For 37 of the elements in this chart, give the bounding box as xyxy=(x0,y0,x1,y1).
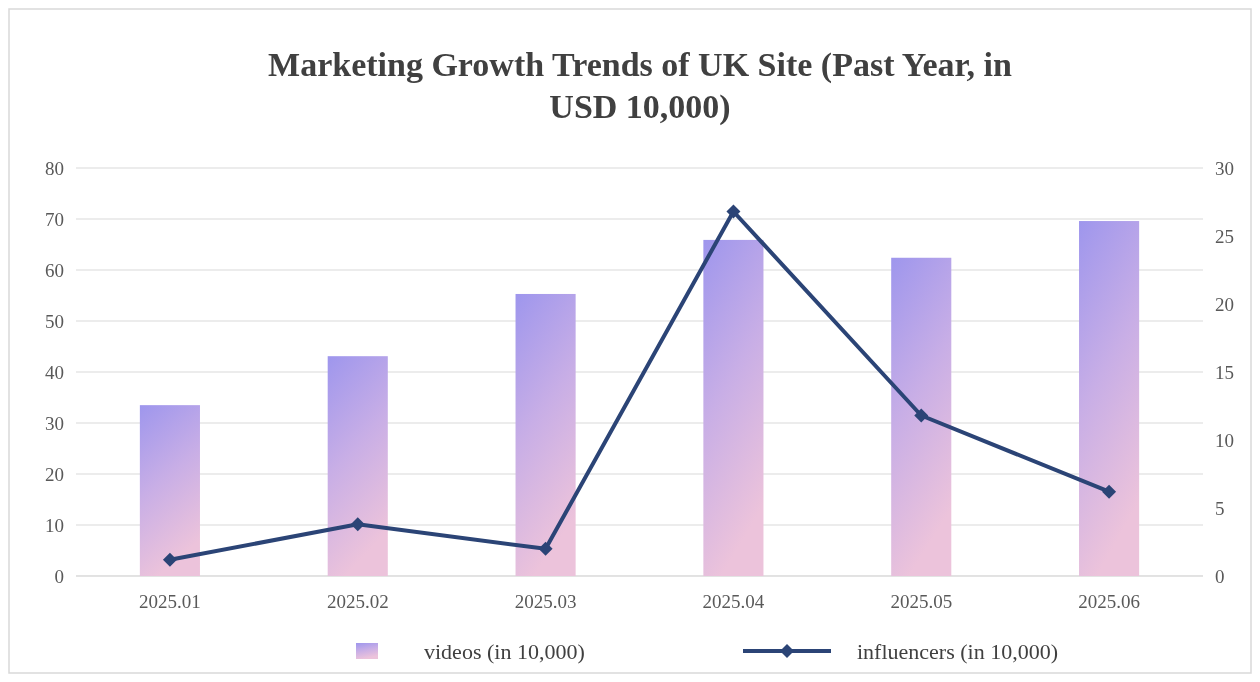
legend-label: influencers (in 10,000) xyxy=(857,638,1058,664)
y-tick-label: 70 xyxy=(45,208,64,230)
legend-label: videos (in 10,000) xyxy=(424,638,585,664)
point xyxy=(350,517,365,532)
chart-title: Marketing Growth Trends of UK Site (Past Year, in USD 10,000) xyxy=(268,46,1013,126)
y2-tick-label: 20 xyxy=(1215,293,1234,315)
y2-tick-label: 10 xyxy=(1215,429,1234,451)
x-tick-label: 2025.01 xyxy=(139,591,201,612)
point xyxy=(1102,484,1117,499)
point xyxy=(914,408,929,423)
bar xyxy=(327,356,388,576)
point xyxy=(726,204,741,219)
point xyxy=(538,541,553,556)
y-tick-label: 10 xyxy=(45,514,64,536)
y-tick-label: 20 xyxy=(45,463,64,485)
y-tick-label: 50 xyxy=(45,310,64,332)
bar xyxy=(891,257,952,576)
y-tick-label: 0 xyxy=(54,565,64,587)
bar xyxy=(515,293,576,576)
x-tick-label: 2025.06 xyxy=(1078,591,1140,612)
y2-tick-label: 25 xyxy=(1215,225,1234,247)
y2-tick-label: 30 xyxy=(1215,157,1234,179)
y-tick-label: 60 xyxy=(45,259,64,281)
bar xyxy=(139,405,200,576)
y-tick-label: 40 xyxy=(45,361,64,383)
x-tick-label: 2025.03 xyxy=(514,591,577,612)
x-tick-label: 2025.02 xyxy=(326,591,389,612)
point xyxy=(162,552,177,567)
x-tick-label: 2025.04 xyxy=(702,591,765,612)
y-tick-label: 80 xyxy=(45,157,64,179)
y2-tick-label: 5 xyxy=(1215,497,1225,519)
y-tick-label: 30 xyxy=(45,412,64,434)
bar xyxy=(1079,221,1140,576)
bar xyxy=(703,239,764,576)
y2-tick-label: 0 xyxy=(1215,565,1225,587)
x-tick-label: 2025.05 xyxy=(890,591,953,612)
y2-tick-label: 15 xyxy=(1215,361,1234,383)
